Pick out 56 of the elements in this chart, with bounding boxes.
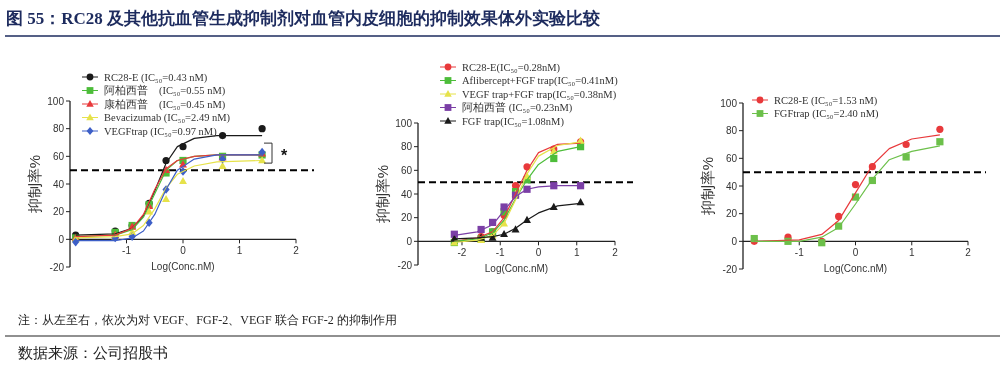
y-tick-label: 20 (400, 212, 413, 224)
legend-label: RC28-E(IC₅₀=0.28nM) (462, 61, 561, 74)
legend-label: 阿柏西普 (IC₅₀=0.55 nM) (104, 84, 226, 98)
chart-title: 图 55：RC28 及其他抗血管生成抑制剂对血管内皮细胞的抑制效果体外实验比较 (6, 9, 602, 28)
x-axis-title: Log(Conc.nM) (484, 263, 549, 275)
legend-label: RC28-E (IC₅₀=1.53 nM) (774, 94, 878, 107)
y-tick-label: 80 (52, 123, 65, 135)
x-axis-title: Log(Conc.nM) (823, 263, 888, 275)
y-tick-label: 60 (52, 150, 65, 162)
legend-label: Aflibercept+FGF trap(IC₅₀=0.41nM) (462, 75, 619, 88)
x-tick-label: 1 (573, 247, 580, 259)
y-tick-label: 80 (725, 125, 738, 137)
y-tick-label: 80 (400, 141, 413, 153)
x-tick-label: 1 (236, 245, 243, 257)
y-tick-label: 20 (52, 206, 65, 218)
legend-label: Bevacizumab (IC₅₀=2.49 nM) (104, 112, 231, 125)
source-note: 数据来源：公司招股书 (18, 345, 168, 361)
x-tick-label: 0 (535, 247, 542, 259)
x-tick-label: 2 (293, 245, 300, 257)
x-tick-label: -1 (495, 247, 506, 259)
x-tick-label: 0 (180, 245, 187, 257)
y-tick-label: 0 (731, 235, 738, 247)
y-tick-label: 100 (395, 117, 413, 129)
legend-label: RC28-E (IC₅₀=0.43 nM) (104, 71, 208, 84)
x-tick-label: -1 (122, 245, 132, 257)
y-tick-label: 100 (47, 95, 65, 107)
y-axis-title: 抑制率% (374, 164, 391, 224)
y-axis-title: 抑制率% (26, 154, 43, 214)
legend-label: FGF trap(IC₅₀=1.08nM) (462, 115, 565, 128)
y-tick-label: -20 (397, 259, 413, 271)
legend-label: VEGF trap+FGF trap(IC₅₀=0.38nM) (462, 88, 617, 101)
x-tick-label: 1 (908, 247, 915, 259)
legend-label: FGFtrap (IC₅₀=2.40 nM) (774, 108, 880, 121)
y-tick-label: 60 (400, 164, 413, 176)
legend-label: 康柏西普 (IC₅₀=0.45 nM) (104, 97, 226, 111)
legend-label: VEGFtrap (IC₅₀=0.97 nM) (104, 125, 218, 138)
y-tick-label: 0 (406, 235, 413, 247)
annotation: * (280, 147, 288, 165)
text: 注：从左至右，依次为对 VEGF、FGF-2、VEGF 联合 FGF-2 的抑制作用 (18, 313, 397, 327)
y-tick-label: -20 (49, 261, 65, 273)
x-tick-label: 0 (852, 247, 859, 259)
legend-label: 阿柏西普 (IC₅₀=0.23nM) (462, 101, 573, 115)
y-tick-label: 40 (52, 178, 65, 190)
y-tick-label: 40 (400, 188, 413, 200)
y-tick-label: -20 (722, 263, 738, 275)
y-axis-title: 抑制率% (699, 156, 716, 216)
x-tick-label: 2 (612, 247, 619, 259)
y-tick-label: 60 (725, 152, 738, 164)
x-tick-label: -1 (794, 247, 805, 259)
y-tick-label: 100 (720, 97, 738, 109)
y-tick-label: 0 (58, 233, 65, 245)
x-tick-label: -2 (457, 247, 467, 259)
y-tick-label: 20 (725, 208, 738, 220)
y-tick-label: 40 (725, 180, 738, 192)
x-tick-label: 2 (965, 247, 972, 259)
x-axis-title: Log(Conc.nM) (151, 261, 215, 273)
